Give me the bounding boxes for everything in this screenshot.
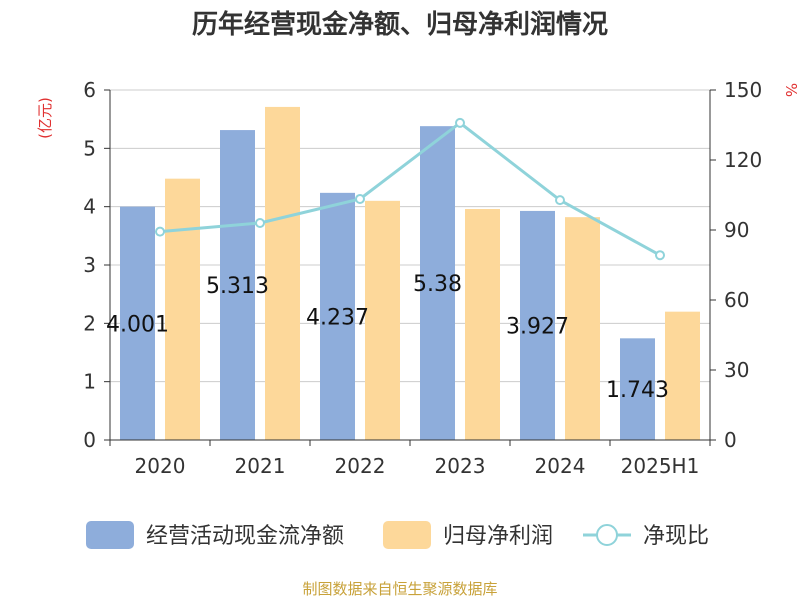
legend-swatch-cashflow xyxy=(86,521,134,549)
bar-data-label: 1.743 xyxy=(606,378,669,403)
bar-cashflow xyxy=(320,192,355,440)
right-tick-label: 30 xyxy=(724,358,749,382)
right-tick-label: 90 xyxy=(724,218,749,242)
bar-netprofit xyxy=(465,209,500,440)
bar-data-label: 3.927 xyxy=(506,314,569,339)
right-tick-label: 60 xyxy=(724,288,749,312)
bar-cashflow xyxy=(220,130,255,440)
left-tick-label: 5 xyxy=(83,136,96,160)
ratio-point xyxy=(555,195,565,206)
x-tick-label: 2025H1 xyxy=(621,454,700,478)
right-tick-label: 120 xyxy=(724,148,762,172)
x-tick-label: 2023 xyxy=(435,454,486,478)
bar-netprofit xyxy=(265,106,300,441)
bar-cashflow xyxy=(620,338,655,440)
left-axis-unit: (亿元) xyxy=(36,97,54,139)
right-tick-label: 150 xyxy=(724,78,762,102)
legend-label-ratio: 净现比 xyxy=(643,524,709,549)
left-tick-label: 0 xyxy=(83,428,96,452)
right-tick-label: 0 xyxy=(724,428,737,452)
left-tick-label: 6 xyxy=(83,78,96,102)
data-labels: 4.001 5.313 4.237 5.38 3.927 1.743 xyxy=(106,272,669,403)
x-tick-label: 2022 xyxy=(335,454,386,478)
bar-cashflow xyxy=(120,206,155,440)
ratio-point xyxy=(255,218,265,228)
left-tick-label: 2 xyxy=(83,311,96,335)
ratio-point xyxy=(355,193,365,204)
ratio-line xyxy=(159,121,661,257)
source-note: 制图数据来自恒生聚源数据库 xyxy=(302,580,497,598)
legend-label-netprofit: 归母净利润 xyxy=(443,524,553,549)
bar-data-label: 4.001 xyxy=(106,312,169,337)
x-tick-label: 2024 xyxy=(535,454,586,478)
ratio-point xyxy=(155,226,165,237)
bar-cashflow xyxy=(520,210,555,440)
right-axis-unit: % xyxy=(782,83,800,97)
left-tick-label: 1 xyxy=(83,370,96,394)
legend-swatch-netprofit xyxy=(383,521,431,549)
bar-data-label: 5.313 xyxy=(206,274,269,299)
bar-netprofit xyxy=(365,200,400,440)
bar-data-label: 5.38 xyxy=(413,272,462,297)
bar-netprofit xyxy=(665,311,700,440)
ratio-point xyxy=(455,117,465,128)
line-series xyxy=(155,117,665,261)
gridlines xyxy=(110,89,710,383)
left-tick-label: 4 xyxy=(83,195,96,219)
bar-data-label: 4.237 xyxy=(306,305,369,330)
bar-netprofit xyxy=(565,217,600,440)
left-tick-label: 3 xyxy=(83,253,96,277)
bar-cashflow xyxy=(420,126,455,441)
legend: 经营活动现金流净额 归母净利润 净现比 xyxy=(86,521,709,549)
chart-title: 历年经营现金净额、归母净利润情况 xyxy=(192,9,608,40)
bar-netprofit xyxy=(165,178,200,440)
x-tick-label: 2020 xyxy=(135,454,186,478)
legend-label-cashflow: 经营活动现金流净额 xyxy=(146,524,344,549)
x-tick-label: 2021 xyxy=(235,454,286,478)
legend-swatch-ratio-marker xyxy=(596,524,618,546)
ratio-point xyxy=(655,250,665,261)
bars xyxy=(120,106,700,441)
